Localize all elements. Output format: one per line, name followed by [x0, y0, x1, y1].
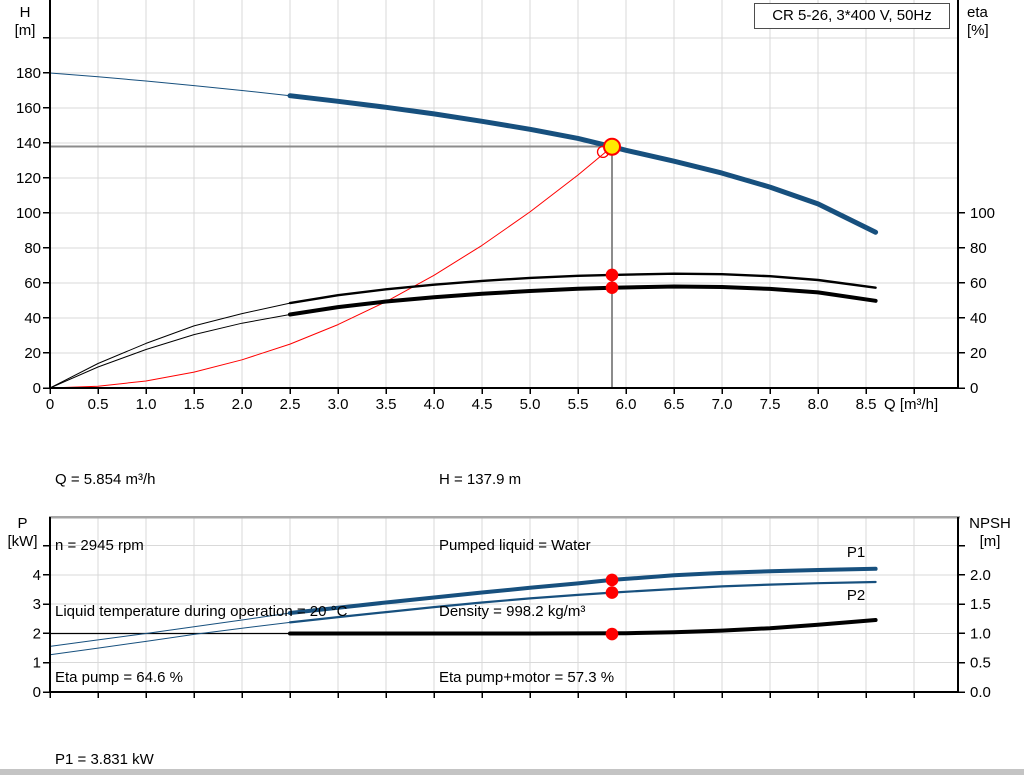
left-tick-label: 120 [16, 170, 41, 187]
x-tick-label: 5.5 [568, 396, 589, 413]
p-axis-unit: [kW] [7, 533, 38, 550]
p2-curve [288, 580, 877, 624]
right-tick-label: 80 [970, 240, 987, 257]
left-tick-label: 0 [33, 380, 41, 397]
npsh-axis-symbol: NPSH [969, 515, 1011, 532]
duty-npsh-dot [605, 627, 619, 641]
x-tick-label: 8.0 [808, 396, 829, 413]
grid [50, 0, 958, 388]
x-tick-label: 1.5 [184, 396, 205, 413]
left-tick-label: 4 [33, 567, 41, 584]
right-tick-label: 60 [970, 275, 987, 292]
npsh-axis-title: NPSH [m] [962, 515, 1018, 551]
system-curve [49, 146, 613, 389]
pump-hq-curve [287, 93, 879, 235]
h-axis-unit: [m] [14, 22, 36, 39]
grid [50, 517, 958, 692]
eta-pump-curve-thin [49, 302, 291, 389]
readout-liquid-temp: Liquid temperature during operation = 20… [55, 603, 348, 620]
x-tick-label: 4.0 [424, 396, 445, 413]
x-tick-label: 2.5 [280, 396, 301, 413]
x-tick-label: 2.0 [232, 396, 253, 413]
x-tick-label: 3.0 [328, 396, 349, 413]
right-tick-label: 0.5 [970, 655, 991, 672]
x-tick-label: 4.5 [472, 396, 493, 413]
right-tick-label: 1.5 [970, 596, 991, 613]
eta-axis-title: eta [%] [967, 4, 1017, 40]
x-tick-label: 3.5 [376, 396, 397, 413]
x-tick-label: 8.5 [856, 396, 877, 413]
p-axis-title: P [kW] [0, 515, 45, 551]
left-tick-label: 1 [33, 655, 41, 672]
left-tick-label: 0 [33, 684, 41, 701]
duty-point-marker[interactable] [603, 137, 621, 156]
duty-readout-left: Q = 5.854 m³/h n = 2945 rpm Liquid tempe… [55, 425, 347, 733]
left-tick-label: 160 [16, 100, 41, 117]
duty-eta-pump-dot [605, 268, 619, 282]
x-tick-label: 5.0 [520, 396, 541, 413]
pump-title-box: CR 5-26, 3*400 V, 50Hz [754, 3, 950, 29]
p2-curve-label: P2 [847, 587, 865, 604]
h-axis-title: H [m] [6, 4, 44, 40]
right-tick-label: 100 [970, 205, 995, 222]
bottom-separator-bar [0, 769, 1024, 775]
x-tick-label: 7.5 [760, 396, 781, 413]
duty-eta-pump-motor-dot [605, 281, 619, 295]
eta-pump-curve [288, 272, 877, 305]
x-tick-label: 7.0 [712, 396, 733, 413]
npsh-curve [288, 618, 878, 636]
npsh-axis-unit: [m] [979, 533, 1001, 550]
eta-pump-motor-curve-thin [49, 314, 291, 389]
x-tick-label: 0 [46, 396, 54, 413]
eta-axis-unit: [%] [967, 22, 989, 39]
duty-readout-bottom: P1 = 3.831 kW P2 = 3.397 kW NPSH = 0.99 … [55, 705, 160, 781]
right-tick-label: 2.0 [970, 567, 991, 584]
power-npsh-chart: 0 1 2 3 4 0.0 0.5 1.0 1.5 2.0 P1 P2 [33, 515, 991, 701]
pump-hq-curve-thin [49, 72, 291, 97]
p1-curve-thin [49, 612, 291, 647]
readout-eta-pump-motor: Eta pump+motor = 57.3 % [439, 669, 615, 686]
left-tick-label: 2 [33, 625, 41, 642]
duty-p2-dot [605, 586, 619, 599]
x-tick-label: 1.0 [136, 396, 157, 413]
eta-axis-symbol: eta [967, 4, 988, 21]
p1-curve [288, 566, 878, 615]
right-tick-label: 0 [970, 380, 978, 397]
h-axis-symbol: H [19, 4, 31, 21]
left-tick-label: 80 [24, 240, 41, 257]
p1-curve-label: P1 [847, 544, 865, 561]
readout-p1: P1 = 3.831 kW [55, 751, 154, 768]
left-tick-label: 180 [16, 65, 41, 82]
eta-pump-motor-curve [288, 284, 878, 317]
duty-p1-dot [605, 573, 619, 587]
right-tick-label: 20 [970, 345, 987, 362]
hq-eta-chart: 0 0.5 1.0 1.5 2.0 2.5 3.0 3.5 4.0 4.5 5.0 5.5 6.0 6.5… [16, 0, 995, 413]
left-tick-label: 20 [24, 345, 41, 362]
left-tick-label: 100 [16, 205, 41, 222]
p-axis-symbol: P [17, 515, 28, 532]
p2-curve-thin [49, 621, 291, 656]
left-tick-label: 40 [24, 310, 41, 327]
duty-readout-right: H = 137.9 m Pumped liquid = Water Densit… [439, 425, 614, 733]
right-tick-label: 0.0 [970, 684, 991, 701]
readout-pumped-liquid: Pumped liquid = Water [439, 537, 591, 554]
readout-density: Density = 998.2 kg/m³ [439, 603, 586, 620]
x-tick-label: 6.0 [616, 396, 637, 413]
right-tick-label: 40 [970, 310, 987, 327]
readout-q: Q = 5.854 m³/h [55, 471, 156, 488]
left-tick-label: 3 [33, 596, 41, 613]
readout-eta-pump: Eta pump = 64.6 % [55, 669, 183, 686]
q-axis-title: Q [m³/h] [884, 396, 939, 413]
right-tick-label: 1.0 [970, 625, 991, 642]
x-tick-label: 0.5 [88, 396, 109, 413]
left-tick-label: 140 [16, 135, 41, 152]
x-tick-label: 6.5 [664, 396, 685, 413]
readout-n: n = 2945 rpm [55, 537, 144, 554]
readout-h: H = 137.9 m [439, 471, 522, 488]
left-tick-label: 60 [24, 275, 41, 292]
